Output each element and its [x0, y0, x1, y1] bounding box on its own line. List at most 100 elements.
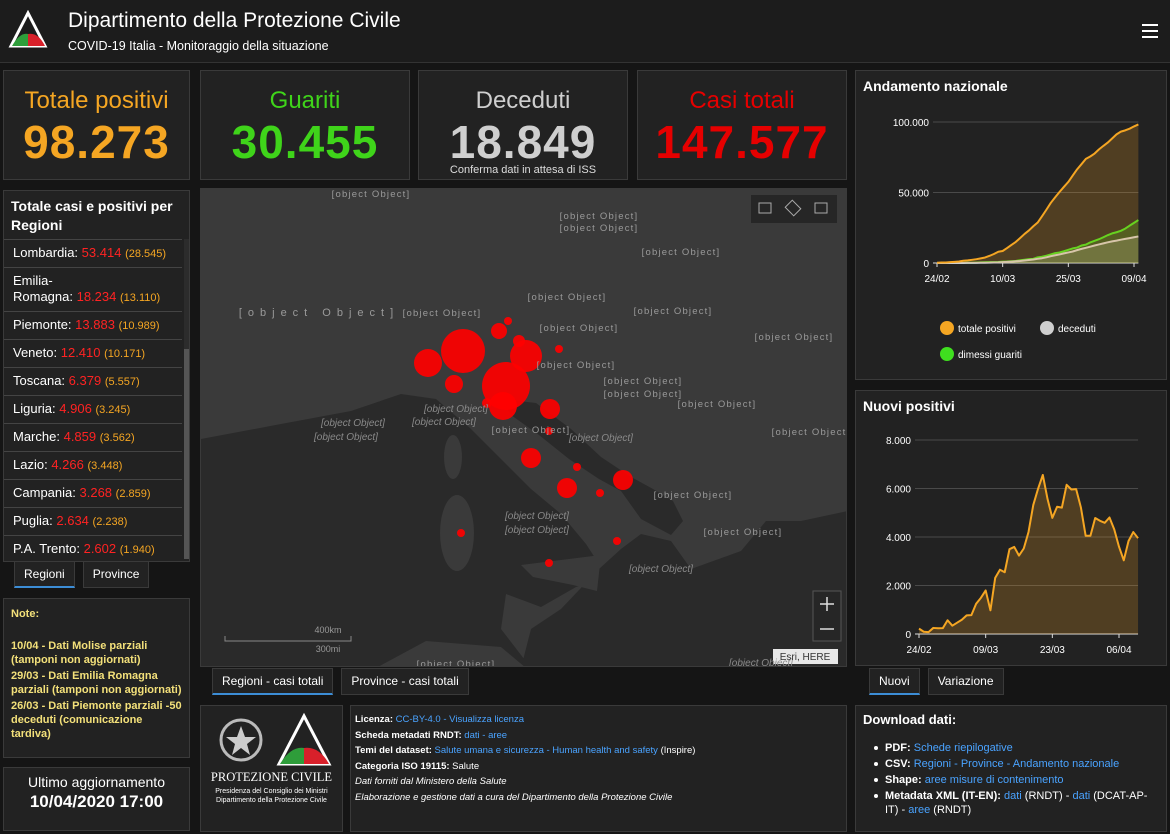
download-item: Shape: aree misure di contenimento — [874, 773, 1159, 787]
region-row[interactable]: Emilia-Romagna: 18.234 (13.110) — [4, 268, 182, 312]
bubble[interactable] — [573, 463, 581, 471]
region-positives: (3.448) — [87, 460, 123, 472]
map-label: [object Object] — [628, 564, 693, 575]
region-row[interactable]: Puglia: 2.634 (2.238) — [4, 508, 182, 536]
update-panel: Ultimo aggiornamento 10/04/2020 17:00 — [3, 767, 190, 831]
tab[interactable]: Province - casi totali — [341, 668, 469, 695]
map-label: [object Object] — [504, 525, 569, 536]
bubble[interactable] — [613, 537, 621, 545]
download-item: CSV: Regioni - Province - Andamento nazi… — [874, 757, 1159, 771]
x-tick-label: 23/03 — [1040, 645, 1065, 656]
text-link[interactable]: dati — [1003, 790, 1022, 802]
scale-label: 300mi — [316, 644, 341, 654]
region-name: Puglia: — [13, 513, 53, 528]
region-total: 13.883 — [75, 317, 115, 332]
region-row[interactable]: Marche: 4.859 (3.562) — [4, 424, 182, 452]
scroll-track — [184, 239, 189, 559]
text-link[interactable]: aree — [488, 729, 508, 741]
scroll-thumb[interactable] — [184, 349, 189, 559]
bubble[interactable] — [555, 345, 563, 353]
region-total: 4.906 — [59, 401, 92, 416]
tool-legend[interactable] — [758, 202, 772, 214]
text-link[interactable]: Andamento nazionale — [1012, 758, 1120, 770]
text-link[interactable]: CC-BY-4.0 — [395, 714, 441, 725]
bubble[interactable] — [513, 335, 525, 347]
text-bold: Scheda metadati RNDT: — [355, 729, 465, 741]
region-row[interactable]: P.A. Trento: 2.602 (1.940) — [4, 536, 182, 561]
bubble[interactable] — [489, 392, 517, 420]
tab[interactable]: Regioni - casi totali — [212, 668, 334, 695]
tab[interactable]: Variazione — [927, 668, 1004, 695]
emblem-republic — [219, 718, 263, 762]
region-row[interactable]: Piemonte: 13.883 (10.989) — [4, 312, 182, 340]
download-item: Metadata XML (IT-EN): dati (RNDT) - dati… — [874, 789, 1159, 817]
tool-layers[interactable] — [784, 199, 802, 217]
kpi-value: 98.273 — [23, 116, 170, 168]
bubble[interactable] — [441, 329, 485, 373]
text-link[interactable]: Province — [960, 758, 1004, 770]
map-label: [object Object] — [604, 389, 683, 400]
kpi-box: Totale positivi 98.273 — [3, 70, 190, 180]
region-row[interactable]: Liguria: 4.906 (3.245) — [4, 396, 182, 424]
legend-swatch — [940, 347, 954, 361]
zoom-in[interactable] — [820, 597, 834, 611]
region-total: 6.379 — [68, 373, 102, 388]
bubble[interactable] — [521, 448, 541, 468]
text-link[interactable]: Visualizza licenza — [449, 714, 524, 725]
text-link[interactable]: aree — [908, 804, 931, 816]
map-panel: [object Object] [object Object] [object Ob… — [200, 188, 847, 667]
tab[interactable]: Province — [82, 561, 150, 588]
tool-basemap[interactable] — [814, 202, 828, 214]
region-row[interactable]: Lombardia: 53.414 (28.545) — [4, 240, 182, 268]
tool-bar — [751, 195, 837, 223]
text-link[interactable]: Regioni — [913, 758, 952, 770]
bubble[interactable] — [482, 398, 492, 408]
text-link[interactable]: aree misure di contenimento — [924, 774, 1064, 786]
logo-green — [12, 33, 28, 46]
bubble[interactable] — [557, 478, 577, 498]
bubble[interactable] — [613, 470, 633, 490]
map[interactable]: [object Object] [object Object] [object Ob… — [201, 189, 847, 667]
tab[interactable]: Nuovi — [869, 668, 920, 695]
bubble[interactable] — [491, 323, 507, 339]
region-row[interactable]: Toscana: 6.379 (5.557) — [4, 368, 182, 396]
header-title: Dipartimento della Protezione Civile — [68, 9, 401, 32]
text-link[interactable]: Schede riepilogative — [913, 742, 1013, 754]
text-link[interactable]: - — [1003, 758, 1013, 770]
bubble[interactable] — [510, 340, 542, 372]
update-value: 10/04/2020 17:00 — [29, 792, 164, 811]
update-label: Ultimo aggiornamento — [28, 774, 165, 790]
bubble[interactable] — [457, 529, 465, 537]
download-item: PDF: Schede riepilogative — [874, 741, 1159, 755]
kpi-label: Guariti — [269, 87, 341, 114]
area — [937, 220, 1139, 263]
text-link[interactable]: Salute umana e sicurezza - Human health … — [434, 745, 658, 756]
bubble[interactable] — [545, 559, 553, 567]
bubble[interactable] — [504, 317, 512, 325]
y-tick-label: 2.000 — [886, 582, 911, 593]
region-total: 12.410 — [60, 345, 101, 360]
bubble[interactable] — [445, 375, 463, 393]
bubble[interactable] — [596, 489, 604, 497]
tab[interactable]: Regioni — [14, 561, 75, 588]
bubble[interactable] — [540, 399, 560, 419]
text-bold: Licenza: — [355, 714, 396, 725]
text-link[interactable]: dati — [1072, 790, 1091, 802]
region-positives: (2.859) — [115, 488, 151, 500]
text-link[interactable]: - — [951, 758, 961, 770]
text-link[interactable]: dati — [464, 729, 480, 741]
region-positives: (13.110) — [120, 292, 161, 304]
region-row[interactable]: Veneto: 12.410 (10.171) — [4, 340, 182, 368]
text-link[interactable]: - — [479, 729, 489, 741]
text-link[interactable]: - — [440, 714, 450, 725]
menu-button[interactable] — [1140, 22, 1160, 40]
region-total: 4.266 — [51, 457, 84, 472]
region-name: Lombardia: — [13, 245, 79, 260]
metadata-line: Elaborazione e gestione dati a cura del … — [355, 790, 842, 806]
sea — [521, 511, 846, 666]
region-row[interactable]: Lazio: 4.266 (3.448) — [4, 452, 182, 480]
bubble[interactable] — [545, 427, 553, 435]
region-row[interactable]: Campania: 3.268 (2.859) — [4, 480, 182, 508]
bubble[interactable] — [414, 349, 442, 377]
map-label: [object Object] — [704, 527, 783, 538]
